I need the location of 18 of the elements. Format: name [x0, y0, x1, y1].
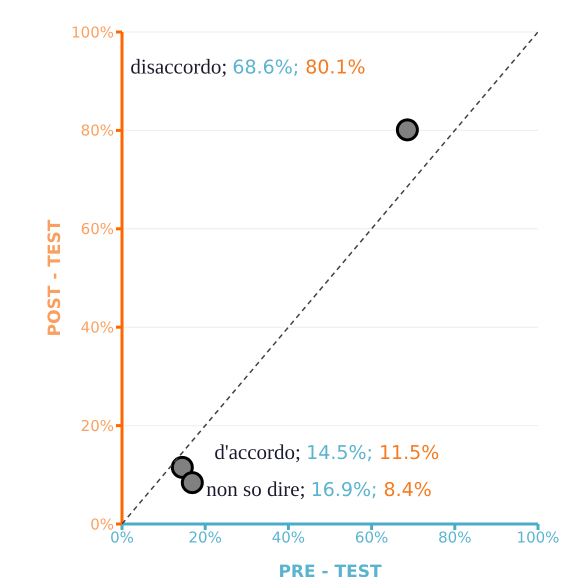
y-tick-label: 40% [80, 318, 114, 337]
y-axis-title: POST - TEST [45, 219, 66, 336]
data-label: disaccordo; 68.6%; 80.1% [130, 54, 366, 78]
y-tick-label: 100% [71, 23, 114, 42]
x-tick-label: 0% [110, 528, 134, 547]
x-tick-label: 60% [354, 528, 388, 547]
y-tick-label: 80% [80, 122, 114, 140]
point [180, 471, 204, 494]
x-axis-title: PRE - TEST [278, 562, 382, 582]
x-tick-label: 20% [188, 528, 222, 547]
y-tick-label: 60% [80, 220, 114, 238]
data-label: d'accordo; 14.5%; 11.5% [214, 440, 440, 464]
point [396, 118, 419, 142]
x-tick-label: 40% [272, 528, 306, 547]
y-tick-label: 20% [80, 416, 114, 435]
x-tick-label: 80% [438, 528, 472, 547]
x-tick-label: 100% [516, 528, 560, 547]
data-label: non so dire; 16.9%; 8.4% [206, 477, 432, 502]
